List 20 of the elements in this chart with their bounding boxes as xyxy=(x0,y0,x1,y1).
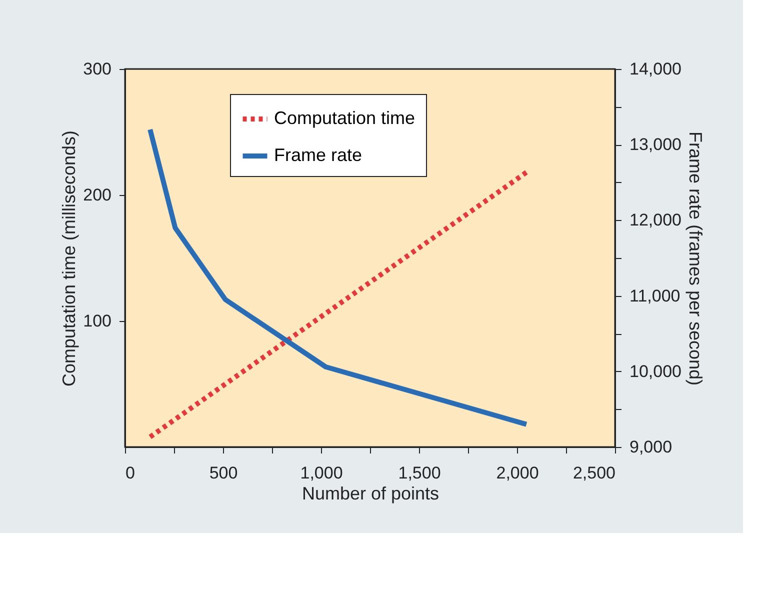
y2-tick-label: 10,000 xyxy=(630,362,682,381)
y2-axis-title: Frame rate (frames per second) xyxy=(685,131,706,386)
y-tick-label: 100 xyxy=(83,312,112,330)
y2-tick-label: 11,000 xyxy=(630,286,680,306)
x-tick-label: 2,000 xyxy=(496,464,539,482)
y2-tick-label: 9,000 xyxy=(630,438,672,456)
x-tick-label: 1,500 xyxy=(398,464,441,482)
y2-tick-label: 13,000 xyxy=(630,135,682,154)
x-tick-label: 0 xyxy=(126,464,135,482)
legend-label: Frame rate xyxy=(274,145,362,165)
y-tick-label: 300 xyxy=(83,60,112,78)
y-tick-label: 200 xyxy=(83,186,112,204)
legend-label: Computation time xyxy=(274,108,416,128)
x-tick-label: 2,500 xyxy=(572,464,616,482)
x-axis-title: Number of points xyxy=(302,484,440,504)
y2-tick-label: 12,000 xyxy=(630,210,682,230)
x-tick-label: 500 xyxy=(209,464,238,482)
y2-tick-label: 14,000 xyxy=(630,60,682,78)
y-axis-title: Computation time (milliseconds) xyxy=(59,130,80,387)
x-tick-label: 1,000 xyxy=(300,464,343,482)
